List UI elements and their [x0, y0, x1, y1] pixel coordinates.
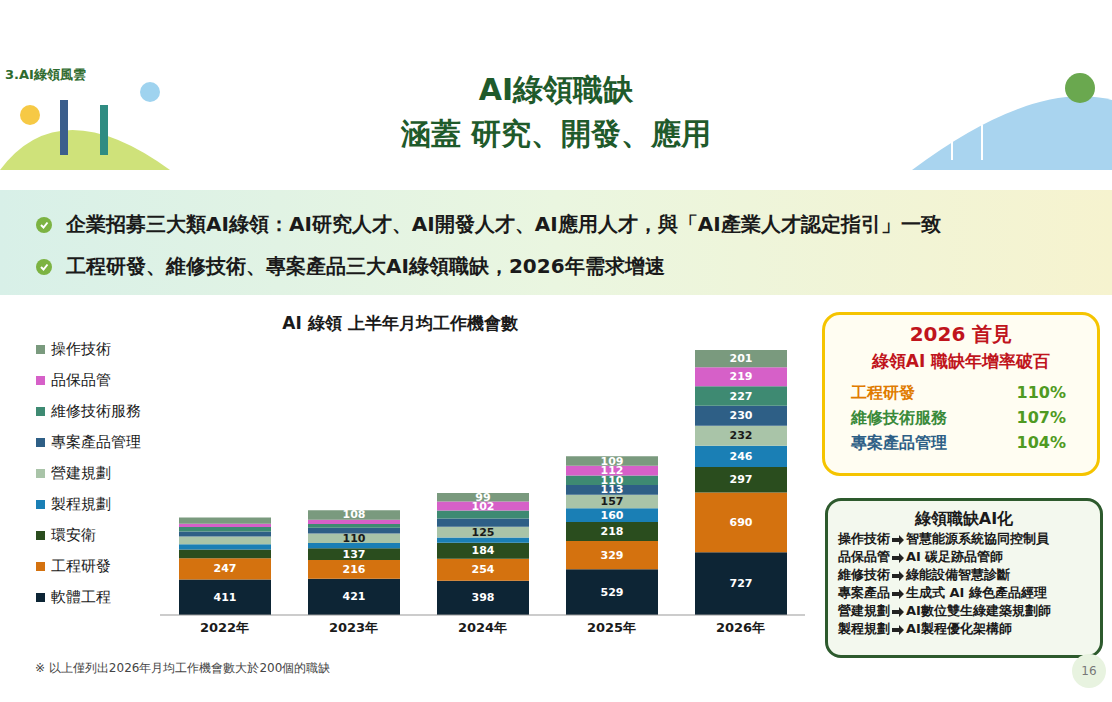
html-text:AI 碳足跡品管師: AI 碳足跡品管師 — [906, 549, 1004, 564]
svg-text:102: 102 — [471, 499, 495, 513]
html-text:涵蓋 研究、開發、應用: 涵蓋 研究、開發、應用 — [400, 116, 712, 151]
html-text:110%: 110% — [1016, 383, 1066, 402]
html-text:營建規劃: 營建規劃 — [51, 464, 111, 482]
html-text:AI 綠領 上半年月均工作機會數: AI 綠領 上半年月均工作機會數 — [282, 313, 518, 333]
svg-text:2026年: 2026年 — [716, 620, 765, 635]
html-text:16: 16 — [1081, 664, 1097, 678]
svg-text:727: 727 — [730, 577, 753, 590]
html-text:專案產品管理: 專案產品管理 — [851, 433, 947, 452]
html-text:製程規劃: 製程規劃 — [838, 621, 890, 636]
svg-text:2023年: 2023年 — [329, 620, 378, 635]
html-text:107%: 107% — [1016, 408, 1066, 427]
html-text:2026 首見: 2026 首見 — [909, 322, 1013, 346]
html-text:工程研發、維修技術、專案產品三大AI綠領職缺，2026年需求: 工程研發、維修技術、專案產品三大AI綠領職缺，2026年需求增速 — [66, 254, 665, 278]
html-text:AI製程優化架構師: AI製程優化架構師 — [906, 621, 1012, 636]
svg-text:184: 184 — [472, 544, 495, 557]
html-text:綠領AI 職缺年增率破百: 綠領AI 職缺年增率破百 — [871, 351, 1051, 371]
html-text:操作技術: 操作技術 — [838, 531, 890, 546]
svg-text:529: 529 — [601, 586, 624, 599]
html-text:生成式 AI 綠色產品經理: 生成式 AI 綠色產品經理 — [906, 585, 1047, 600]
svg-text:2022年: 2022年 — [200, 620, 249, 635]
html-text:綠領職缺AI化: 綠領職缺AI化 — [914, 509, 1014, 528]
svg-text:108: 108 — [343, 508, 366, 521]
svg-text:246: 246 — [730, 450, 753, 463]
html-text:專案產品: 專案產品 — [838, 585, 890, 600]
svg-text:232: 232 — [730, 429, 753, 442]
svg-text:110: 110 — [343, 532, 366, 545]
svg-text:690: 690 — [730, 516, 753, 529]
svg-text:99: 99 — [475, 491, 490, 504]
html-text:操作技術: 操作技術 — [51, 340, 111, 358]
html-text:智慧能源系統協同控制員: 智慧能源系統協同控制員 — [906, 531, 1049, 546]
svg-text:2025年: 2025年 — [587, 620, 636, 635]
html-text:品保品管: 品保品管 — [51, 371, 111, 389]
svg-text:411: 411 — [214, 591, 237, 604]
html-text:專案產品管理: 專案產品管理 — [51, 433, 141, 451]
html-text:工程研發: 工程研發 — [51, 557, 111, 575]
svg-text:201: 201 — [730, 352, 753, 365]
html-text:軟體工程: 軟體工程 — [51, 588, 111, 606]
svg-text:109: 109 — [601, 455, 624, 468]
svg-text:125: 125 — [472, 526, 495, 539]
svg-text:421: 421 — [343, 590, 366, 603]
html-text:AI數位雙生綠建築規劃師: AI數位雙生綠建築規劃師 — [906, 603, 1051, 618]
svg-text:112: 112 — [600, 464, 624, 478]
html-text:維修技術服務: 維修技術服務 — [851, 408, 947, 427]
svg-text:398: 398 — [472, 591, 495, 604]
html-text:維修技術服務: 維修技術服務 — [51, 402, 141, 420]
html-text:AI綠領職缺: AI綠領職缺 — [478, 72, 634, 107]
svg-text:219: 219 — [730, 370, 753, 383]
html-text:工程研發: 工程研發 — [851, 383, 915, 402]
html-text:製程規劃: 製程規劃 — [51, 495, 111, 513]
html-text:3.AI綠領風雲: 3.AI綠領風雲 — [5, 67, 86, 82]
html-text:環安衛: 環安衛 — [51, 526, 96, 544]
html-text:※ 以上僅列出2026年月均工作機會數大於200個的職缺: ※ 以上僅列出2026年月均工作機會數大於200個的職缺 — [35, 661, 331, 675]
html-text:綠能設備智慧診斷: 綠能設備智慧診斷 — [906, 567, 1010, 582]
svg-text:157: 157 — [601, 495, 624, 508]
svg-text:247: 247 — [214, 562, 237, 575]
svg-text:254: 254 — [472, 563, 495, 576]
svg-text:329: 329 — [601, 549, 624, 562]
svg-text:137: 137 — [343, 548, 366, 561]
svg-text:297: 297 — [730, 473, 753, 486]
svg-text:2024年: 2024年 — [458, 620, 507, 635]
svg-text:218: 218 — [601, 525, 624, 538]
svg-text:110: 110 — [600, 473, 624, 487]
svg-text:113: 113 — [600, 483, 624, 497]
html-text:維修技術: 維修技術 — [838, 567, 890, 582]
html-text:品保品管: 品保品管 — [838, 549, 890, 564]
svg-text:227: 227 — [730, 390, 753, 403]
svg-text:216: 216 — [343, 563, 366, 576]
html-text:營建規劃: 營建規劃 — [838, 603, 890, 618]
html-text:企業招募三大類AI綠領：AI研究人才、AI開發人才、AI應用: 企業招募三大類AI綠領：AI研究人才、AI開發人才、AI應用人才，與「AI產業人… — [66, 212, 941, 236]
svg-text:160: 160 — [601, 509, 624, 522]
svg-text:230: 230 — [730, 409, 753, 422]
html-text:104%: 104% — [1016, 433, 1066, 452]
